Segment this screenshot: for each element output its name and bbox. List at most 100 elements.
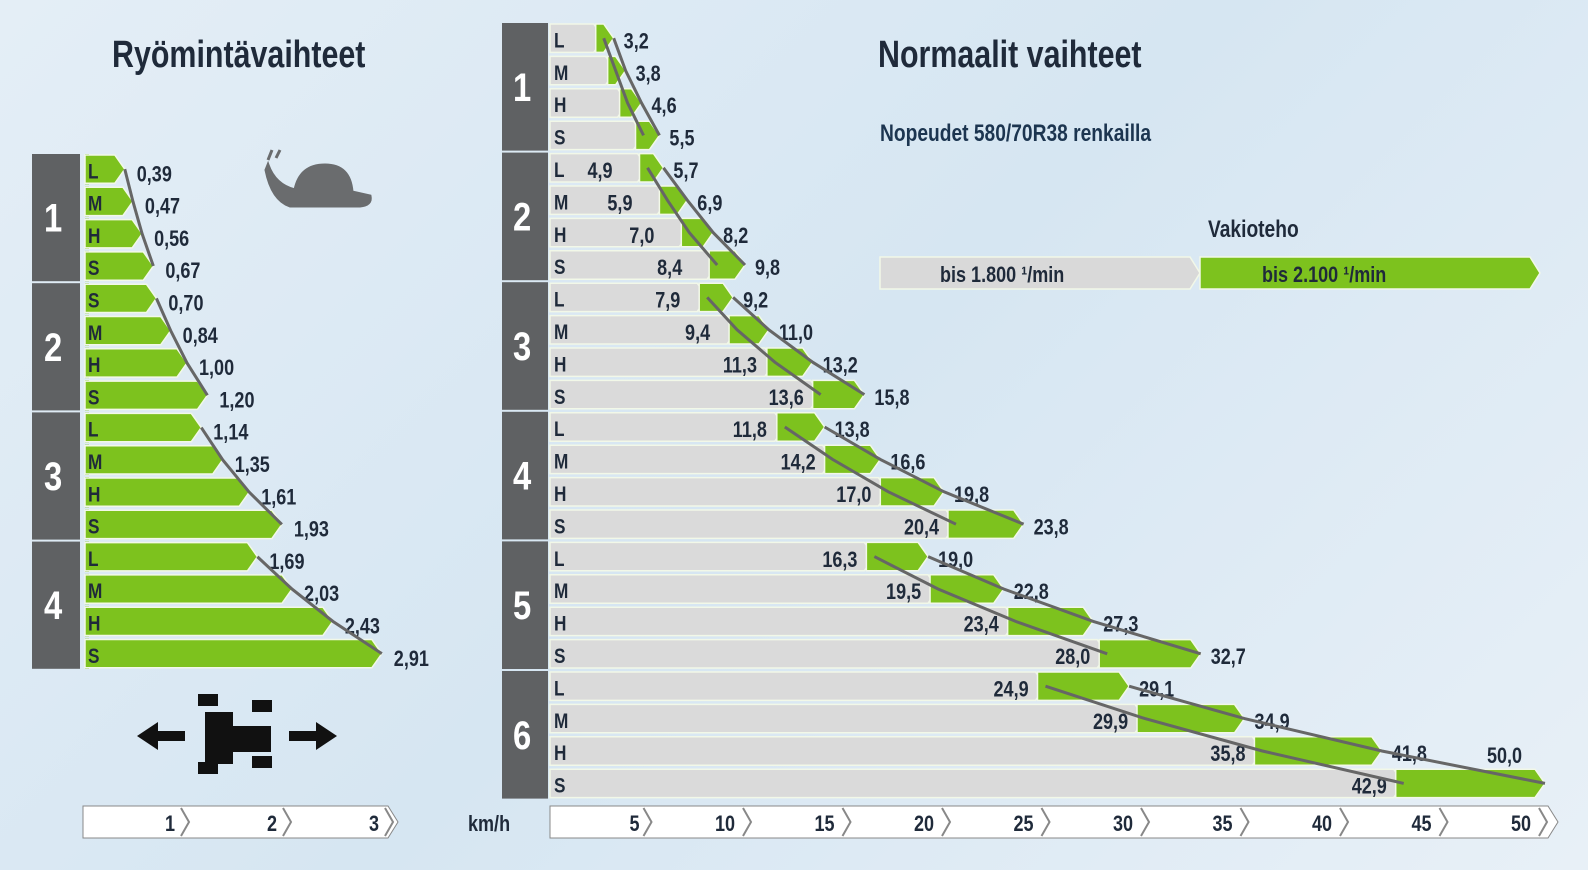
- value-label-2100: 3,2: [624, 30, 649, 54]
- value-label-1800: 23,4: [964, 613, 1000, 637]
- legend-title: Vakioteho: [1208, 216, 1299, 243]
- creep-bar: [84, 154, 126, 185]
- tractor-direction-icon: [137, 694, 337, 774]
- row-label: M: [554, 581, 568, 604]
- x-tick-label: 20: [914, 812, 934, 836]
- trend-line-1800: [706, 296, 822, 396]
- trend-line-2100: [612, 37, 661, 137]
- creep-bar: [84, 251, 155, 281]
- row-label: S: [554, 516, 566, 539]
- value-label-1800: 11,3: [723, 354, 757, 378]
- creep-bar: [84, 574, 293, 604]
- row-label: H: [554, 224, 566, 247]
- row-label: S: [88, 645, 100, 668]
- value-label-2100: 16,6: [890, 451, 925, 475]
- creep-bar: [84, 218, 144, 249]
- row-label: M: [554, 710, 568, 733]
- value-label-1800: 11,8: [733, 419, 767, 443]
- row-label: L: [88, 548, 99, 571]
- bar-1800rpm: [549, 282, 709, 313]
- value-label: 1,14: [213, 421, 249, 445]
- row-label: L: [554, 160, 565, 183]
- value-label-1800: 16,3: [822, 548, 857, 572]
- snail-icon: [264, 149, 372, 208]
- row-label: H: [88, 613, 100, 636]
- bar-2100rpm: [1136, 703, 1246, 734]
- x-tick-label: 40: [1312, 812, 1332, 836]
- row-label: L: [554, 678, 565, 701]
- x-tick-chevron: [742, 807, 753, 837]
- row-label: M: [554, 62, 568, 85]
- row-label: H: [88, 225, 100, 248]
- x-tick-label: 15: [815, 812, 835, 836]
- value-label-1800: 20,4: [904, 516, 940, 540]
- x-tick-label: 2: [267, 812, 277, 836]
- row-label: H: [554, 743, 566, 766]
- row-label: H: [554, 95, 566, 118]
- x-tick-label: 5: [630, 812, 640, 836]
- value-label: 0,67: [165, 260, 200, 284]
- bar-2100rpm: [1253, 736, 1383, 766]
- bar-1800rpm: [549, 703, 1146, 734]
- x-tick-label: 50: [1511, 812, 1531, 836]
- gear-number: 2: [513, 194, 531, 239]
- value-label-1800: 4,9: [588, 159, 613, 183]
- row-label: M: [554, 192, 568, 215]
- legend-label-1800: bis 1.800 ¹/min: [940, 263, 1064, 287]
- value-label-2100: 32,7: [1211, 645, 1246, 669]
- bar-2100rpm: [638, 152, 665, 183]
- value-label-1800: 9,4: [685, 321, 711, 345]
- row-label: L: [88, 161, 99, 184]
- value-label-2100: 9,8: [755, 257, 780, 281]
- creep-bar: [84, 477, 251, 508]
- row-label: H: [554, 354, 566, 377]
- x-tick-label: 10: [715, 812, 735, 836]
- x-tick-chevron: [384, 807, 395, 837]
- value-label-1800: 24,9: [994, 678, 1029, 702]
- row-label: H: [88, 355, 100, 378]
- bar-2100rpm: [865, 541, 930, 572]
- x-tick-chevron: [941, 807, 952, 837]
- value-label: 0,39: [137, 163, 172, 187]
- creep-bar: [84, 315, 172, 346]
- row-label: M: [88, 193, 102, 216]
- row-label: S: [554, 775, 566, 798]
- row-label: H: [554, 613, 566, 636]
- bar-1800rpm: [549, 217, 691, 248]
- bar-1800rpm: [549, 574, 939, 604]
- gear-number: 4: [44, 583, 63, 628]
- gear-number: 4: [513, 454, 532, 499]
- value-label-2100: 13,2: [823, 354, 858, 378]
- left-chart-title: Ryömintävaihteet: [112, 34, 366, 76]
- x-axis-bar: [82, 805, 399, 839]
- creep-bar: [84, 509, 283, 540]
- x-tick-label: 35: [1213, 812, 1233, 836]
- value-label-1800: 14,2: [781, 451, 816, 475]
- gear-block-4: [32, 541, 80, 669]
- gear-block-1: [32, 154, 80, 282]
- value-label-1800: 13,6: [769, 386, 804, 410]
- bar-1800rpm: [549, 736, 1264, 766]
- x-tick-label: 45: [1412, 812, 1432, 836]
- x-tick-chevron: [1339, 807, 1350, 837]
- value-label-1800: 29,9: [1093, 710, 1128, 734]
- trend-line: [256, 555, 383, 655]
- bar-2100rpm: [1006, 606, 1095, 637]
- gear-block-1: [502, 23, 548, 151]
- trend-line-2100: [1128, 684, 1546, 785]
- row-label: S: [554, 127, 566, 150]
- row-label: H: [554, 484, 566, 507]
- value-label: 2,91: [394, 647, 429, 671]
- value-label-2100: 6,9: [697, 192, 722, 216]
- bar-2100rpm: [1036, 671, 1131, 702]
- legend-bar-1800: [879, 256, 1201, 290]
- x-tick-label: 1: [165, 812, 175, 836]
- x-tick-chevron: [841, 807, 852, 837]
- trend-line-1800: [873, 555, 1108, 656]
- value-label-1800: 28,0: [1055, 645, 1090, 669]
- value-label-1800: 5,9: [607, 192, 632, 216]
- trend-line-1800: [1045, 684, 1405, 785]
- trend-line-1800: [783, 425, 957, 526]
